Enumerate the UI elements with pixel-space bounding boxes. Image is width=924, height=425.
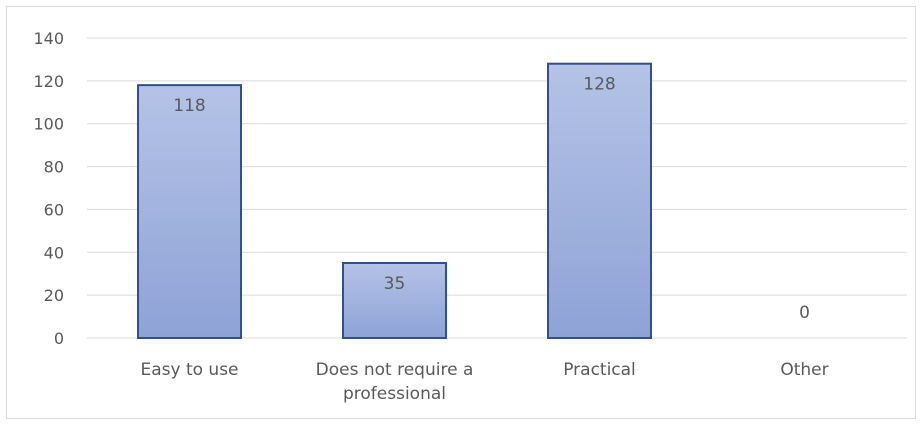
bar-2 bbox=[547, 62, 652, 339]
y-tick-label: 100 bbox=[33, 115, 64, 134]
category-label: Other bbox=[780, 360, 828, 380]
y-tick-label: 120 bbox=[33, 72, 64, 91]
y-tick-label: 0 bbox=[54, 329, 64, 348]
data-labels: 118 35 128 0 bbox=[173, 75, 810, 323]
data-label: 128 bbox=[583, 75, 615, 95]
category-label: Easy to use bbox=[140, 360, 238, 380]
category-label: Practical bbox=[563, 360, 636, 380]
y-tick-label: 80 bbox=[44, 158, 64, 177]
x-axis-categories: Easy to use Does not require a professiona… bbox=[140, 360, 828, 404]
data-label: 118 bbox=[173, 96, 205, 116]
bars bbox=[137, 62, 652, 340]
y-axis-ticks: 0 20 40 60 80 100 120 140 bbox=[33, 29, 64, 348]
category-label: professional bbox=[343, 384, 446, 404]
category-label: Does not require a bbox=[316, 360, 474, 380]
bar-1 bbox=[342, 262, 447, 339]
data-label: 0 bbox=[799, 303, 810, 323]
data-label: 35 bbox=[384, 274, 406, 294]
y-tick-label: 20 bbox=[44, 286, 64, 305]
y-tick-label: 40 bbox=[44, 243, 64, 262]
y-tick-label: 140 bbox=[33, 29, 64, 48]
bar-0 bbox=[137, 84, 242, 340]
y-tick-label: 60 bbox=[44, 200, 64, 219]
